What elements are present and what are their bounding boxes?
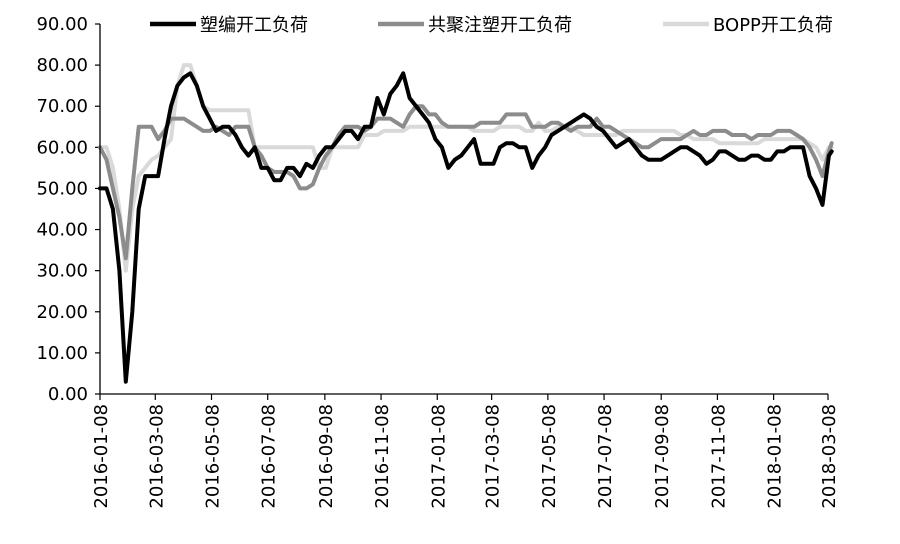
y-tick-label: 50.00 — [36, 178, 88, 199]
x-tick-label: 2016-09-08 — [316, 404, 337, 509]
x-tick-label: 2018-03-08 — [819, 404, 840, 509]
legend-label: BOPP开工负荷 — [713, 15, 833, 36]
legend-label: 塑编开工负荷 — [200, 15, 308, 36]
y-tick-label: 80.00 — [36, 55, 88, 76]
x-tick-label: 2017-09-08 — [652, 404, 673, 509]
x-tick-label: 2017-11-08 — [708, 404, 729, 509]
y-tick-label: 60.00 — [36, 137, 88, 158]
x-tick-label: 2017-03-08 — [483, 404, 504, 509]
x-tick-label: 2016-03-08 — [146, 404, 167, 509]
y-axis-ticks: 0.00 10.00 20.00 30.00 40.00 50.00 60.00 70.00 8… — [36, 14, 100, 405]
y-tick-label: 20.00 — [36, 302, 88, 323]
series-line-0 — [98, 71, 834, 384]
series-line-1 — [98, 104, 834, 261]
y-tick-label: 40.00 — [36, 220, 88, 241]
x-tick-label: 2016-07-08 — [259, 404, 280, 509]
legend: 塑编开工负荷 共聚注塑开工负荷 BOPP开工负荷 — [150, 15, 833, 36]
y-tick-label: 10.00 — [36, 343, 88, 364]
y-tick-label: 0.00 — [48, 384, 88, 405]
x-tick-label: 2016-05-08 — [203, 404, 224, 509]
x-axis-ticks: 2016-01-08 2016-03-08 2016-05-08 2016-07-08… — [91, 394, 840, 509]
x-tick-label: 2017-07-08 — [595, 404, 616, 509]
x-tick-label: 2016-11-08 — [372, 404, 393, 509]
x-tick-label: 2017-01-08 — [428, 404, 449, 509]
y-tick-label: 90.00 — [36, 14, 88, 35]
y-tick-label: 70.00 — [36, 96, 88, 117]
x-tick-label: 2018-01-08 — [765, 404, 786, 509]
x-tick-label: 2016-01-08 — [91, 404, 112, 509]
axes — [99, 24, 828, 395]
x-tick-label: 2017-05-08 — [539, 404, 560, 509]
y-tick-label: 30.00 — [36, 261, 88, 282]
series-line-2 — [98, 63, 834, 273]
series-lines — [98, 63, 834, 384]
legend-label: 共聚注塑开工负荷 — [428, 15, 572, 36]
